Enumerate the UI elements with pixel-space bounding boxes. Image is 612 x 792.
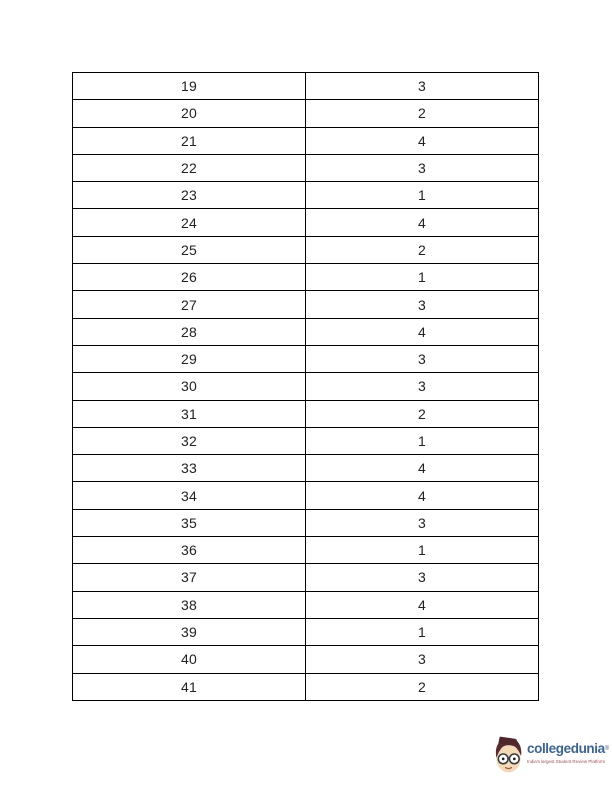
answer-cell: 2 bbox=[305, 672, 539, 701]
answer-cell: 1 bbox=[305, 617, 539, 647]
table-row: 36 1 bbox=[72, 536, 539, 565]
question-number-cell: 33 bbox=[72, 454, 306, 483]
answer-cell: 4 bbox=[305, 126, 539, 155]
answer-cell: 3 bbox=[305, 645, 539, 674]
table-row: 24 4 bbox=[72, 208, 539, 237]
question-number-cell: 39 bbox=[72, 617, 306, 647]
table-row: 40 3 bbox=[72, 645, 539, 674]
table-row: 29 3 bbox=[72, 344, 539, 374]
question-number-cell: 20 bbox=[72, 99, 306, 128]
answer-cell: 3 bbox=[305, 508, 539, 538]
answer-cell: 2 bbox=[305, 99, 539, 128]
collegedunia-logo: collegedunia® India's largest Student Re… bbox=[493, 734, 612, 774]
table-row: 27 3 bbox=[72, 290, 539, 319]
question-number-cell: 25 bbox=[72, 235, 306, 265]
answer-cell: 3 bbox=[305, 563, 539, 592]
question-number-cell: 32 bbox=[72, 426, 306, 456]
answer-cell: 1 bbox=[305, 426, 539, 456]
answer-cell: 4 bbox=[305, 590, 539, 619]
question-number-cell: 24 bbox=[72, 208, 306, 237]
answer-cell: 3 bbox=[305, 71, 539, 101]
table-row: 34 4 bbox=[72, 481, 539, 510]
table-row: 23 1 bbox=[72, 181, 539, 210]
collegedunia-mascot-icon bbox=[495, 736, 522, 773]
logo-brand-line: collegedunia® bbox=[527, 742, 612, 756]
table-row: 37 3 bbox=[72, 563, 539, 592]
table-row: 33 4 bbox=[72, 454, 539, 483]
registered-trademark-icon: ® bbox=[604, 746, 609, 752]
table-row: 41 2 bbox=[72, 672, 539, 701]
question-number-cell: 31 bbox=[72, 399, 306, 428]
answer-table-body: 19 3 20 2 21 4 22 3 23 1 24 4 25 2 26 1 … bbox=[72, 71, 539, 701]
answer-cell: 3 bbox=[305, 372, 539, 401]
logo-tagline: India's largest Student Review Platform bbox=[527, 758, 606, 765]
logo-text-block: collegedunia® India's largest Student Re… bbox=[527, 742, 612, 766]
question-number-cell: 29 bbox=[72, 344, 306, 374]
logo-brand-text: collegedunia bbox=[527, 741, 605, 756]
table-row: 25 2 bbox=[72, 235, 539, 265]
table-row: 31 2 bbox=[72, 399, 539, 428]
question-number-cell: 35 bbox=[72, 508, 306, 538]
table-row: 26 1 bbox=[72, 263, 539, 292]
question-number-cell: 34 bbox=[72, 481, 306, 510]
table-row: 19 3 bbox=[72, 71, 539, 101]
question-number-cell: 40 bbox=[72, 645, 306, 674]
answer-cell: 3 bbox=[305, 344, 539, 374]
question-number-cell: 30 bbox=[72, 372, 306, 401]
answer-cell: 2 bbox=[305, 399, 539, 428]
table-row: 30 3 bbox=[72, 372, 539, 401]
answer-cell: 4 bbox=[305, 481, 539, 510]
table-row: 21 4 bbox=[72, 126, 539, 155]
question-number-cell: 28 bbox=[72, 317, 306, 346]
question-number-cell: 19 bbox=[72, 71, 306, 101]
answer-cell: 4 bbox=[305, 317, 539, 346]
question-number-cell: 27 bbox=[72, 290, 306, 319]
answer-cell: 1 bbox=[305, 263, 539, 292]
question-number-cell: 22 bbox=[72, 153, 306, 183]
question-number-cell: 37 bbox=[72, 563, 306, 592]
answer-cell: 1 bbox=[305, 536, 539, 565]
answer-cell: 3 bbox=[305, 153, 539, 183]
table-row: 35 3 bbox=[72, 508, 539, 538]
table-row: 38 4 bbox=[72, 590, 539, 619]
table-row: 32 1 bbox=[72, 426, 539, 456]
answer-cell: 3 bbox=[305, 290, 539, 319]
question-number-cell: 38 bbox=[72, 590, 306, 619]
table-row: 22 3 bbox=[72, 153, 539, 183]
question-number-cell: 26 bbox=[72, 263, 306, 292]
table-row: 28 4 bbox=[72, 317, 539, 346]
question-number-cell: 41 bbox=[72, 672, 306, 701]
answer-cell: 2 bbox=[305, 235, 539, 265]
answer-cell: 1 bbox=[305, 181, 539, 210]
answer-cell: 4 bbox=[305, 208, 539, 237]
table-row: 20 2 bbox=[72, 99, 539, 128]
question-number-cell: 23 bbox=[72, 181, 306, 210]
answer-table: 19 3 20 2 21 4 22 3 23 1 24 4 25 2 26 1 … bbox=[72, 71, 539, 701]
question-number-cell: 36 bbox=[72, 536, 306, 565]
answer-cell: 4 bbox=[305, 454, 539, 483]
question-number-cell: 21 bbox=[72, 126, 306, 155]
table-row: 39 1 bbox=[72, 617, 539, 647]
